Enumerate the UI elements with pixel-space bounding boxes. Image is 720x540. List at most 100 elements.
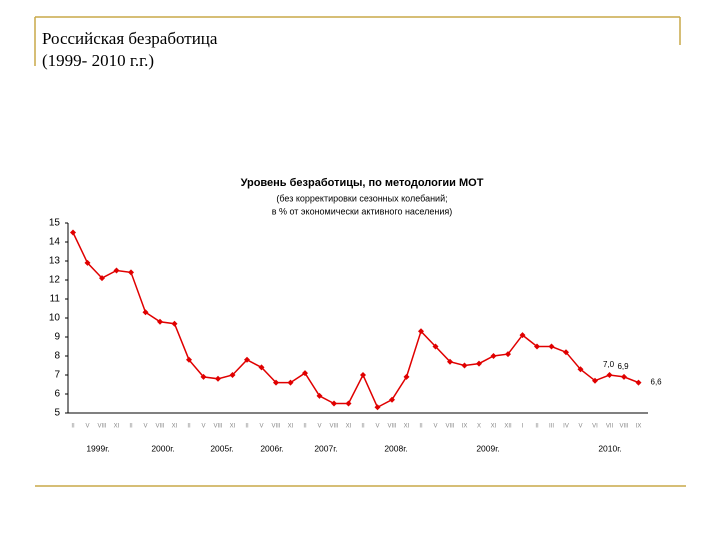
x-tick-label: XI bbox=[404, 424, 410, 430]
marker bbox=[577, 366, 584, 373]
x-tick-label: XI bbox=[288, 424, 294, 430]
year-label: 2005г. bbox=[210, 443, 233, 453]
y-tick-label: 6 bbox=[54, 389, 60, 400]
marker bbox=[157, 318, 163, 325]
x-tick-label: IX bbox=[636, 424, 642, 430]
marker bbox=[316, 392, 323, 399]
x-tick-label: VIII bbox=[213, 424, 222, 430]
marker bbox=[171, 320, 178, 327]
year-label: 1999г. bbox=[86, 443, 109, 453]
marker bbox=[99, 275, 105, 282]
x-tick-label: VIII bbox=[271, 424, 280, 430]
year-label: 2010г. bbox=[598, 443, 621, 453]
marker bbox=[534, 343, 540, 350]
x-tick-label: XI bbox=[346, 424, 352, 430]
x-tick-label: III bbox=[549, 424, 554, 430]
y-tick-label: 15 bbox=[49, 218, 61, 229]
x-tick-label: V bbox=[85, 424, 89, 430]
x-tick-label: X bbox=[477, 424, 481, 430]
x-tick-label: XI bbox=[230, 424, 236, 430]
marker bbox=[345, 400, 352, 407]
y-tick-label: 14 bbox=[49, 237, 61, 248]
x-tick-label: II bbox=[535, 424, 539, 430]
slide-title: (1999- 2010 г.г.) bbox=[42, 51, 154, 70]
x-tick-label: XI bbox=[491, 424, 497, 430]
x-tick-label: XI bbox=[114, 424, 120, 430]
marker bbox=[186, 356, 192, 363]
year-label: 2009г. bbox=[476, 443, 499, 453]
marker bbox=[360, 372, 366, 378]
marker bbox=[200, 373, 207, 380]
marker bbox=[273, 379, 279, 386]
x-tick-label: II bbox=[245, 424, 249, 430]
marker bbox=[563, 349, 569, 356]
marker bbox=[476, 360, 482, 367]
year-label: 2008г. bbox=[384, 443, 407, 453]
marker bbox=[374, 404, 381, 411]
marker bbox=[215, 375, 221, 382]
x-tick-label: II bbox=[419, 424, 423, 430]
x-tick-label: IX bbox=[462, 424, 468, 430]
x-tick-label: V bbox=[317, 424, 321, 430]
series-line bbox=[72, 232, 639, 409]
marker bbox=[113, 267, 120, 274]
x-tick-label: V bbox=[433, 424, 437, 430]
chart-title: Уровень безработицы, по методологии МОТ bbox=[241, 177, 484, 189]
y-tick-label: 9 bbox=[54, 332, 60, 343]
marker bbox=[461, 362, 468, 369]
marker bbox=[258, 364, 265, 371]
x-tick-label: VII bbox=[606, 424, 614, 430]
marker bbox=[128, 269, 134, 276]
x-tick-label: II bbox=[71, 424, 75, 430]
y-tick-label: 7 bbox=[54, 370, 60, 381]
x-tick-label: VI bbox=[592, 424, 598, 430]
x-tick-label: XII bbox=[504, 424, 512, 430]
year-label: 2006г. bbox=[260, 443, 283, 453]
marker bbox=[70, 229, 76, 236]
x-tick-label: VIII bbox=[619, 424, 628, 430]
x-tick-label: VIII bbox=[445, 424, 454, 430]
marker bbox=[302, 370, 308, 377]
marker bbox=[244, 356, 250, 363]
x-tick-label: XI bbox=[172, 424, 178, 430]
x-tick-label: I bbox=[522, 424, 524, 430]
x-tick-label: II bbox=[303, 424, 307, 430]
marker bbox=[505, 351, 511, 358]
marker bbox=[331, 400, 337, 407]
x-tick-label: VIII bbox=[387, 424, 396, 430]
x-tick-label: IV bbox=[563, 424, 569, 430]
y-tick-label: 12 bbox=[49, 275, 61, 286]
chart-subtitle: в % от экономически активного населения) bbox=[272, 206, 453, 216]
x-tick-label: V bbox=[143, 424, 147, 430]
x-tick-label: VIII bbox=[329, 424, 338, 430]
marker bbox=[621, 373, 627, 380]
data-label: 6,6 bbox=[651, 378, 663, 387]
x-tick-label: V bbox=[578, 424, 582, 430]
marker bbox=[447, 358, 453, 365]
marker bbox=[592, 377, 598, 384]
x-tick-label: II bbox=[129, 424, 133, 430]
marker bbox=[142, 309, 149, 316]
year-label: 2000г. bbox=[151, 443, 174, 453]
marker bbox=[490, 353, 497, 359]
y-tick-label: 8 bbox=[54, 351, 60, 362]
marker bbox=[84, 259, 91, 266]
marker bbox=[287, 379, 294, 386]
slide-title: Российская безработица bbox=[42, 29, 218, 48]
marker bbox=[635, 379, 642, 386]
marker bbox=[389, 396, 395, 403]
marker bbox=[606, 372, 613, 378]
x-tick-label: V bbox=[259, 424, 263, 430]
y-tick-label: 5 bbox=[54, 408, 60, 419]
x-tick-label: VIII bbox=[155, 424, 164, 430]
marker bbox=[229, 372, 236, 378]
data-label: 7,0 bbox=[603, 360, 615, 369]
x-tick-label: II bbox=[187, 424, 191, 430]
x-tick-label: V bbox=[375, 424, 379, 430]
marker bbox=[418, 328, 424, 335]
marker bbox=[519, 332, 526, 339]
y-tick-label: 10 bbox=[49, 313, 61, 324]
y-tick-label: 11 bbox=[50, 294, 61, 305]
marker bbox=[548, 343, 555, 350]
